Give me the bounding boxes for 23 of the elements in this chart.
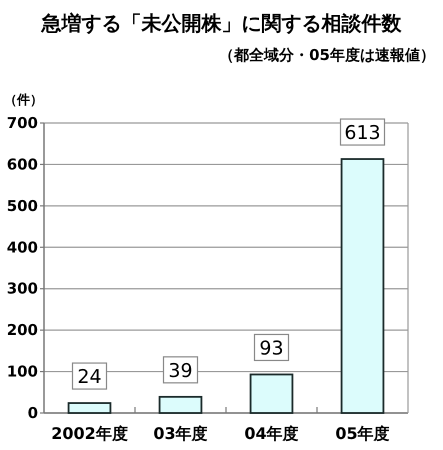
data-label: 613 (340, 118, 386, 146)
ytick: 600 (6, 155, 38, 174)
title: 急増する「未公開株」に関する相談件数 (42, 11, 402, 35)
ytick: 500 (6, 196, 38, 215)
data-label: 39 (162, 356, 198, 384)
ytick: 700 (6, 114, 38, 132)
xtick: 05年度 (335, 424, 390, 443)
data-label: 39 (168, 360, 193, 382)
data-label: 93 (259, 337, 284, 360)
ytick: 300 (6, 280, 38, 298)
xtick: 2002年度 (51, 424, 128, 443)
ytick: 0 (28, 404, 38, 422)
ytick: 200 (6, 321, 38, 340)
data-label: 24 (72, 362, 108, 390)
subtitle: （都全域分・05年度は速報値） (219, 46, 435, 64)
ytick: 100 (6, 362, 38, 381)
xtick: 03年度 (153, 424, 208, 443)
xtick: 04年度 (244, 424, 299, 443)
ylabel: （件） (4, 93, 43, 108)
data-label: 613 (344, 122, 381, 144)
data-label: 24 (77, 366, 102, 388)
data-label: 93 (254, 334, 290, 362)
ytick: 400 (6, 238, 38, 256)
